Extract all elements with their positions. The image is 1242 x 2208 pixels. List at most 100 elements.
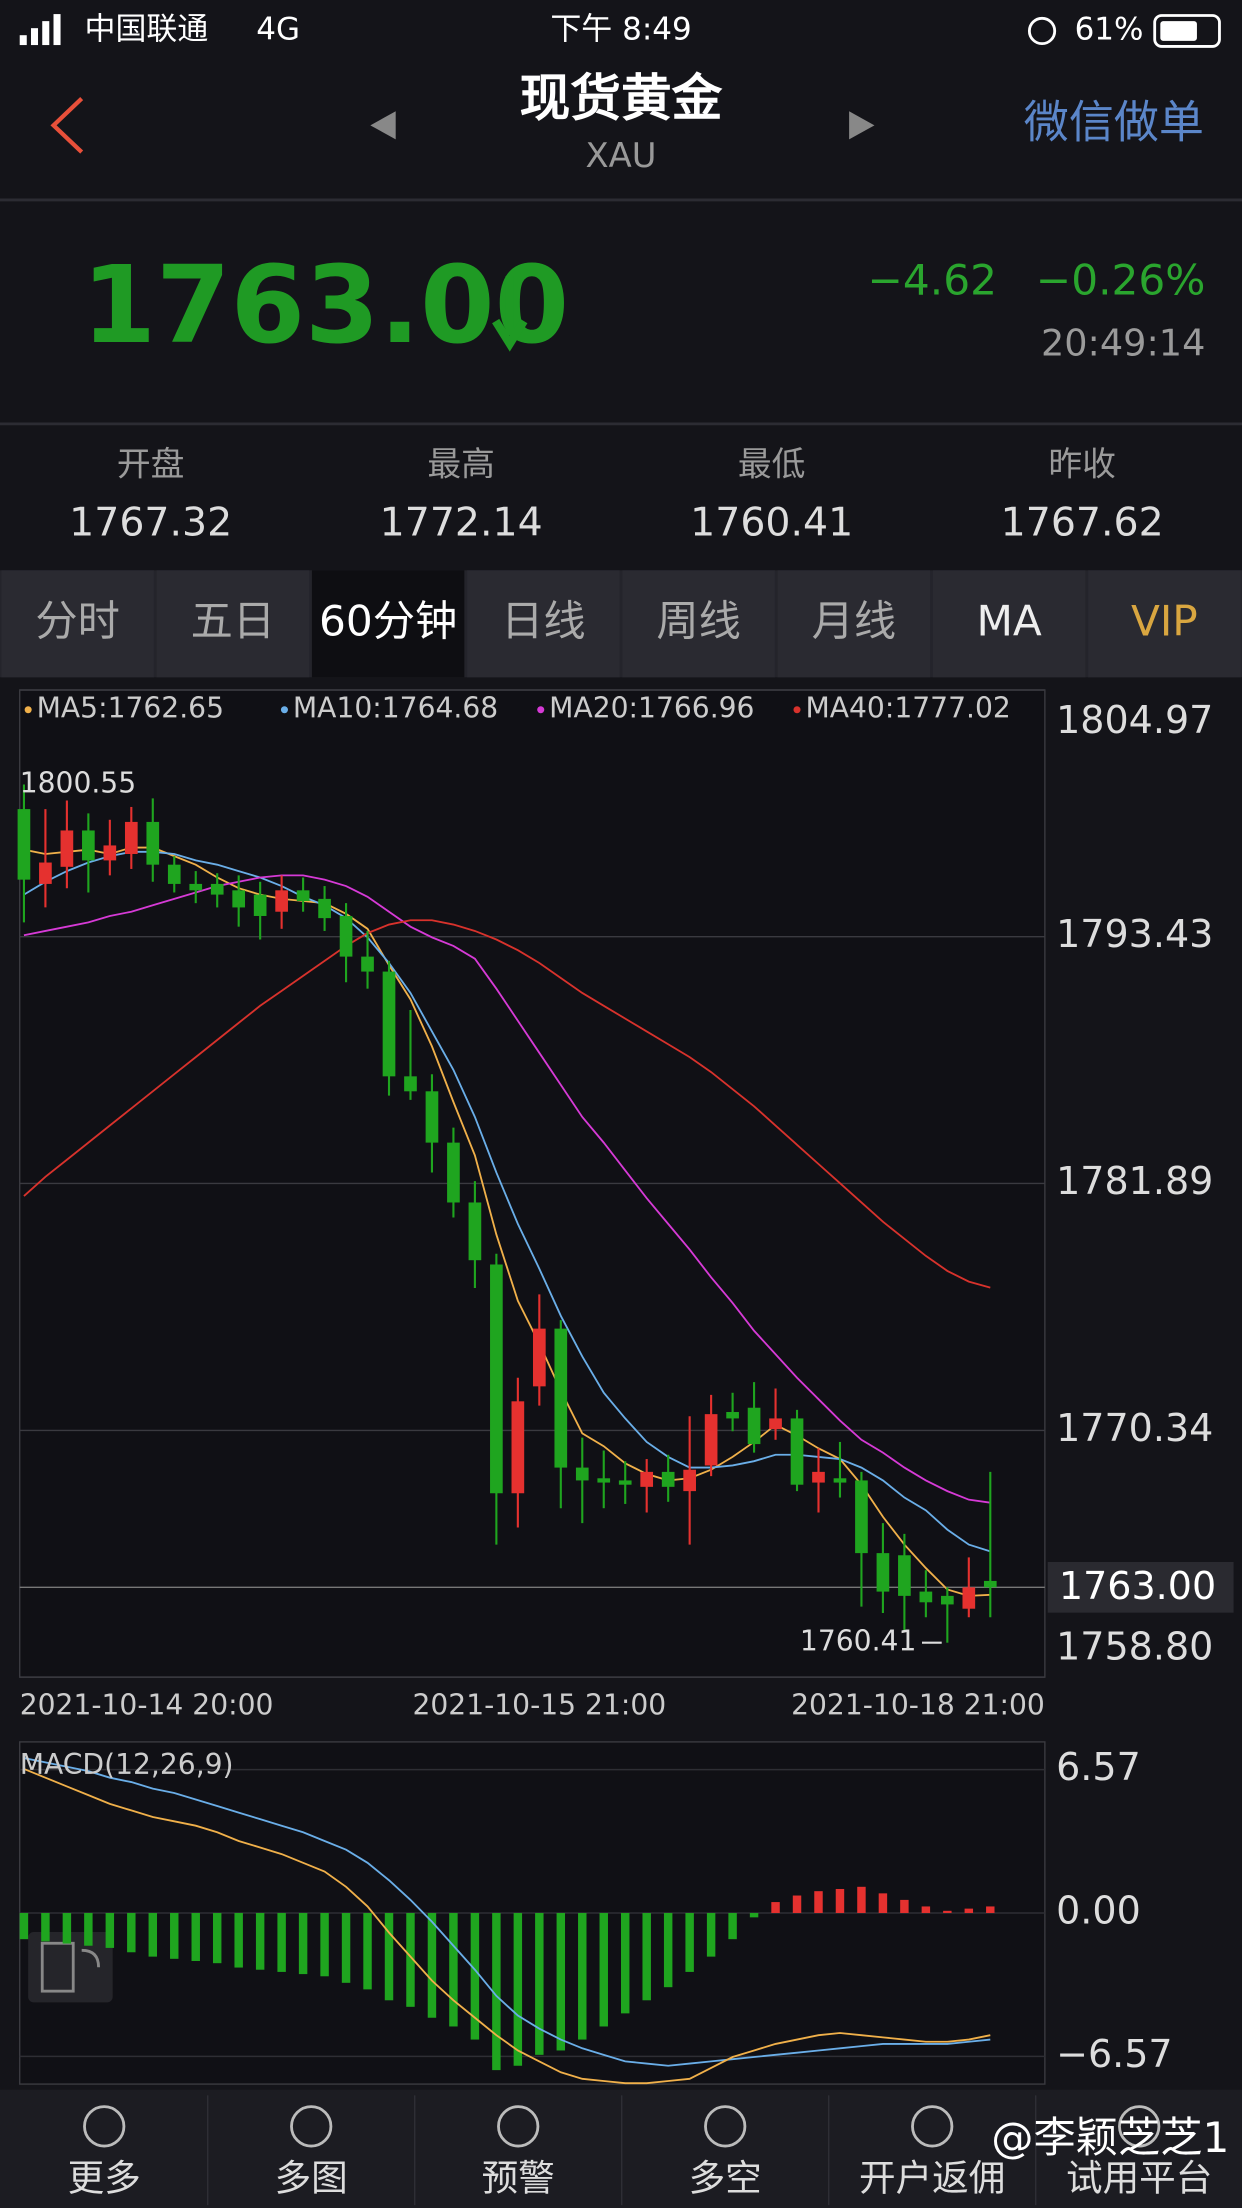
candle-body xyxy=(361,956,374,972)
back-button[interactable] xyxy=(50,97,84,154)
clock: 下午 8:49 xyxy=(550,11,691,47)
price-tag-label: 1763.00 xyxy=(1059,1564,1216,1608)
candle-body xyxy=(39,862,52,884)
candle-body xyxy=(661,1471,675,1487)
candle-body xyxy=(232,890,246,908)
macd-bar xyxy=(986,1906,995,1913)
nav-label[interactable]: 多图 xyxy=(275,2156,348,2199)
macd-bar xyxy=(62,1912,72,1944)
high-label: 1800.55 xyxy=(20,767,136,800)
tab[interactable] xyxy=(467,570,620,678)
prev-button[interactable] xyxy=(370,111,396,140)
price-tag xyxy=(1047,1561,1234,1613)
candle-body xyxy=(898,1555,911,1596)
candle-body xyxy=(962,1587,976,1609)
title: 现货黄金 xyxy=(520,68,723,127)
lock-icon xyxy=(1027,16,1057,46)
candle-body xyxy=(876,1553,890,1592)
nav-icon[interactable] xyxy=(83,2105,126,2148)
tab[interactable] xyxy=(156,570,310,678)
macd-bar xyxy=(814,1891,823,1913)
candle-body xyxy=(919,1591,933,1603)
nav-label[interactable]: 开户返佣 xyxy=(859,2156,1005,2199)
tab-label: 分时 xyxy=(35,596,119,645)
down-arrow xyxy=(492,276,528,352)
nav-icon[interactable] xyxy=(704,2105,747,2148)
stat-label: 最低 xyxy=(738,445,806,484)
macd-bar xyxy=(857,1886,866,1913)
tab-label: 60分钟 xyxy=(319,596,457,645)
macd-bar xyxy=(556,1912,566,2051)
macd-bar xyxy=(406,1912,415,2007)
nav-icon[interactable] xyxy=(497,2105,540,2148)
macd-bar xyxy=(341,1912,351,1983)
tab-label: VIP xyxy=(1131,596,1198,645)
macd-bar xyxy=(964,1908,974,1913)
action-button[interactable]: 微信做单 xyxy=(1024,95,1204,148)
charts: 开盘 1767.32 最高 1772.14 最低 1760.41 昨收 1767.62 分时 五日… xyxy=(0,445,1242,2206)
tab[interactable] xyxy=(1088,570,1241,678)
macd-line xyxy=(23,1757,991,2067)
rotate-icon[interactable] xyxy=(28,1932,113,2003)
macd-bar xyxy=(427,1912,437,2018)
tab[interactable] xyxy=(777,570,931,678)
macd-bar xyxy=(170,1912,179,1959)
candle-body xyxy=(941,1595,954,1605)
stat-label: 最高 xyxy=(427,445,495,484)
quote-time: 20:49:14 xyxy=(1041,322,1205,365)
nav-label[interactable]: 试用平台 xyxy=(1066,2156,1212,2199)
candle-body xyxy=(747,1407,761,1445)
tab[interactable] xyxy=(311,570,465,678)
macd-bar xyxy=(578,1912,587,2040)
nav-label[interactable]: 多空 xyxy=(689,2156,762,2199)
legend-label: MA5:1762.65 xyxy=(37,692,224,725)
candle-body xyxy=(554,1328,568,1468)
y-tick-label: 1804.97 xyxy=(1056,698,1213,742)
macd-bar xyxy=(212,1912,222,1964)
nav-icon[interactable] xyxy=(911,2105,954,2148)
candle-body xyxy=(769,1418,782,1430)
macd-bar xyxy=(277,1912,286,1972)
macd-bar xyxy=(19,1912,29,1940)
tab[interactable] xyxy=(932,570,1086,678)
y-tick-label: 1781.89 xyxy=(1056,1159,1213,1203)
macd-bar xyxy=(255,1912,265,1970)
carrier: 中国联通 xyxy=(84,11,208,47)
nav-label[interactable]: 更多 xyxy=(68,2156,141,2199)
macd-bar xyxy=(749,1912,759,1918)
macd-bar xyxy=(320,1912,329,1977)
candle-body xyxy=(983,1580,997,1588)
next-button[interactable] xyxy=(849,111,875,140)
candle-body xyxy=(597,1478,611,1483)
stat-value: 1760.41 xyxy=(690,500,853,546)
macd-bar xyxy=(105,1912,115,1948)
price: 1763.00 xyxy=(82,244,569,368)
tab[interactable] xyxy=(1,570,154,678)
battery-text: 61% xyxy=(1075,11,1144,47)
candle-body xyxy=(275,890,288,912)
tab[interactable] xyxy=(622,570,775,678)
macd-bar xyxy=(384,1912,394,2001)
ma-line xyxy=(23,850,991,1553)
battery-level xyxy=(1160,21,1197,41)
macd-bar xyxy=(621,1912,630,2014)
macd-bar xyxy=(706,1912,716,1957)
macd-bar xyxy=(41,1912,50,1942)
nav-label[interactable]: 预警 xyxy=(482,2156,555,2199)
candle-body xyxy=(296,890,310,902)
macd-bar xyxy=(535,1912,544,2055)
stat-value: 1767.62 xyxy=(1001,500,1164,546)
candle-body xyxy=(82,830,95,861)
x-tick-label: 2021-10-15 21:00 xyxy=(412,1689,666,1722)
watermark: @李颖芝芝1 xyxy=(991,2113,1229,2162)
macd-line xyxy=(23,1768,991,2085)
stat-label: 昨收 xyxy=(1048,445,1116,484)
ma-line xyxy=(23,874,991,1504)
candle-body xyxy=(855,1480,868,1554)
nav-icon[interactable] xyxy=(1118,2105,1161,2148)
macd-bar xyxy=(921,1906,931,1913)
candle-body xyxy=(339,915,353,957)
legend-label: MA40:1777.02 xyxy=(805,692,1010,725)
nav-icon[interactable] xyxy=(290,2105,333,2148)
